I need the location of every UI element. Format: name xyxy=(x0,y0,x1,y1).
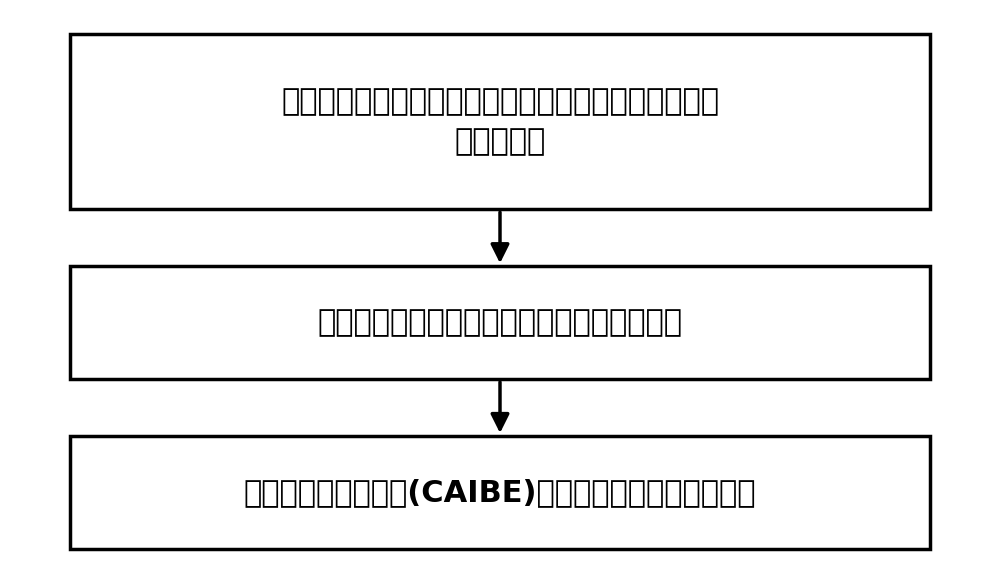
FancyBboxPatch shape xyxy=(70,266,930,379)
Text: 化学辅助离子束刻蚀(CAIBE)对磁性隧道结侧壁进行修剪: 化学辅助离子束刻蚀(CAIBE)对磁性隧道结侧壁进行修剪 xyxy=(244,478,756,507)
FancyBboxPatch shape xyxy=(70,34,930,209)
Text: 图形化定义磁性隧道结图案，刻蚀磁性隧道结: 图形化定义磁性隧道结图案，刻蚀磁性隧道结 xyxy=(318,308,682,337)
Text: 提供底电极基底，并在基底上沉积磁性隧道结多层膜和
硬掩模膜层: 提供底电极基底，并在基底上沉积磁性隧道结多层膜和 硬掩模膜层 xyxy=(281,87,719,156)
FancyBboxPatch shape xyxy=(70,436,930,549)
